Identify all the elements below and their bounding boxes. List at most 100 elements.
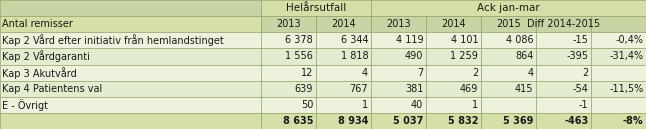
Bar — [260, 32, 316, 48]
Bar — [426, 81, 481, 97]
Bar — [481, 64, 536, 81]
Text: 2013: 2013 — [386, 19, 411, 29]
Bar — [260, 113, 316, 129]
Bar — [0, 97, 260, 113]
Bar — [0, 0, 260, 16]
Text: 5 832: 5 832 — [448, 116, 478, 126]
Bar — [316, 48, 371, 64]
Text: 1 818: 1 818 — [340, 51, 368, 61]
Bar — [371, 48, 426, 64]
Bar — [591, 113, 646, 129]
Bar — [0, 48, 260, 64]
Text: Kap 2 Vård efter initiativ från hemlandstinget: Kap 2 Vård efter initiativ från hemlands… — [2, 34, 224, 46]
Text: -15: -15 — [572, 35, 589, 45]
Bar — [260, 97, 316, 113]
Text: Kap 4 Patientens val: Kap 4 Patientens val — [2, 84, 102, 94]
Text: 2015: 2015 — [496, 19, 521, 29]
Bar — [481, 113, 536, 129]
Text: 2013: 2013 — [276, 19, 300, 29]
Text: 4 086: 4 086 — [506, 35, 534, 45]
Bar — [426, 16, 481, 32]
Bar — [591, 64, 646, 81]
Text: 5 037: 5 037 — [393, 116, 423, 126]
Text: 6 378: 6 378 — [286, 35, 313, 45]
Text: 767: 767 — [349, 84, 368, 94]
Bar — [536, 64, 591, 81]
Bar — [260, 0, 371, 16]
Bar — [316, 16, 371, 32]
Bar — [591, 97, 646, 113]
Text: 12: 12 — [300, 68, 313, 78]
Text: E - Övrigt: E - Övrigt — [2, 99, 48, 111]
Bar — [371, 81, 426, 97]
Text: 381: 381 — [405, 84, 423, 94]
Text: 8 635: 8 635 — [282, 116, 313, 126]
Bar — [536, 113, 591, 129]
Text: -463: -463 — [564, 116, 589, 126]
Bar — [0, 16, 260, 32]
Text: Kap 3 Akutvård: Kap 3 Akutvård — [2, 67, 77, 79]
Bar — [0, 64, 260, 81]
Bar — [371, 0, 646, 16]
Bar — [591, 81, 646, 97]
Bar — [0, 32, 260, 48]
Text: 469: 469 — [460, 84, 478, 94]
Text: 8 934: 8 934 — [338, 116, 368, 126]
Bar — [0, 113, 260, 129]
Bar — [481, 16, 536, 32]
Bar — [260, 16, 316, 32]
Bar — [260, 48, 316, 64]
Text: 490: 490 — [405, 51, 423, 61]
Text: -8%: -8% — [623, 116, 643, 126]
Bar — [481, 48, 536, 64]
Bar — [426, 64, 481, 81]
Bar — [260, 64, 316, 81]
Text: -395: -395 — [567, 51, 589, 61]
Text: 2014: 2014 — [331, 19, 355, 29]
Bar — [536, 97, 591, 113]
Bar — [426, 32, 481, 48]
Text: 1 259: 1 259 — [450, 51, 478, 61]
Text: -31,4%: -31,4% — [609, 51, 643, 61]
Text: 1: 1 — [362, 100, 368, 110]
Bar — [426, 48, 481, 64]
Text: 4: 4 — [527, 68, 534, 78]
Text: Helårsutfall: Helårsutfall — [286, 3, 346, 13]
Bar — [481, 32, 536, 48]
Text: 1: 1 — [472, 100, 478, 110]
Text: Ack jan-mar: Ack jan-mar — [477, 3, 539, 13]
Text: 2: 2 — [582, 68, 589, 78]
Text: 40: 40 — [411, 100, 423, 110]
Text: -0,4%: -0,4% — [616, 35, 643, 45]
Bar — [536, 32, 591, 48]
Text: 639: 639 — [295, 84, 313, 94]
Bar — [536, 48, 591, 64]
Text: 415: 415 — [515, 84, 534, 94]
Bar — [316, 32, 371, 48]
Bar — [260, 81, 316, 97]
Bar — [316, 81, 371, 97]
Bar — [481, 97, 536, 113]
Bar — [371, 113, 426, 129]
Text: 5 369: 5 369 — [503, 116, 534, 126]
Text: 4 119: 4 119 — [395, 35, 423, 45]
Text: 1 556: 1 556 — [285, 51, 313, 61]
Text: 2014: 2014 — [441, 19, 466, 29]
Text: 4 101: 4 101 — [451, 35, 478, 45]
Bar — [536, 16, 591, 32]
Bar — [426, 97, 481, 113]
Bar — [481, 81, 536, 97]
Bar — [591, 16, 646, 32]
Text: 7: 7 — [417, 68, 423, 78]
Text: 50: 50 — [300, 100, 313, 110]
Text: -11,5%: -11,5% — [609, 84, 643, 94]
Bar — [426, 113, 481, 129]
Text: -1: -1 — [579, 100, 589, 110]
Bar — [591, 48, 646, 64]
Bar — [371, 64, 426, 81]
Bar — [371, 16, 426, 32]
Text: 4: 4 — [362, 68, 368, 78]
Text: 2: 2 — [472, 68, 478, 78]
Bar — [316, 64, 371, 81]
Bar — [316, 97, 371, 113]
